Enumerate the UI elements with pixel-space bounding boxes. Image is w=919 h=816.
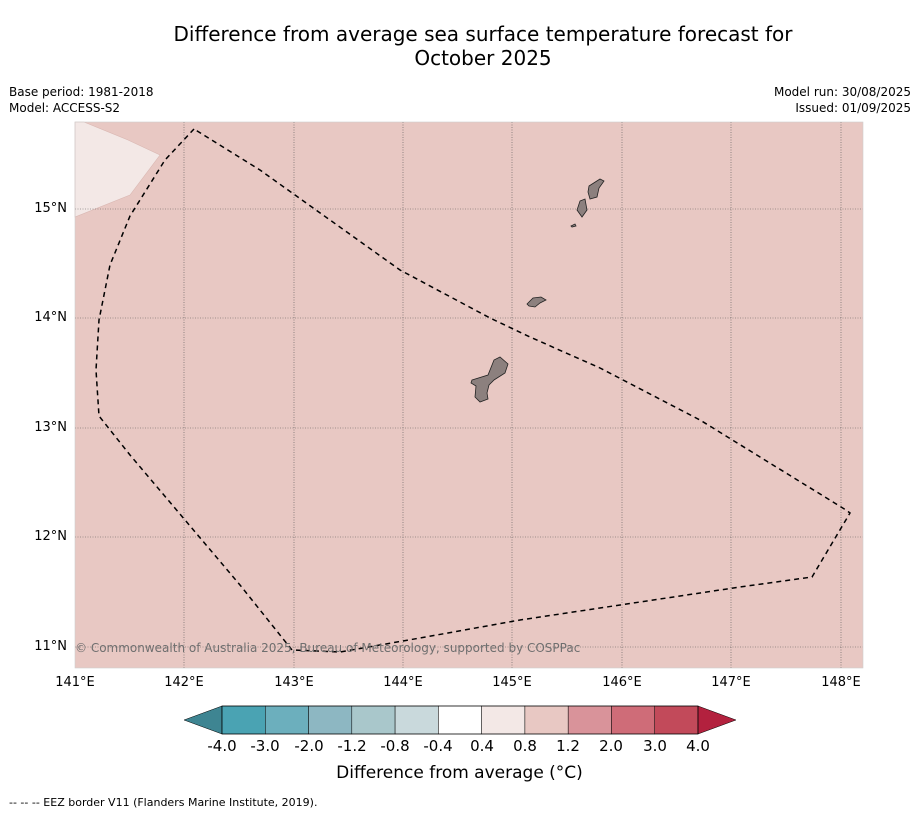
model-name: Model: ACCESS-S2 — [9, 101, 121, 115]
colorbar-swatch — [351, 705, 396, 735]
colorbar-label: -3.0 — [250, 737, 280, 755]
colorbar-title: Difference from average (°C) — [336, 763, 583, 783]
gridlines — [75, 122, 863, 668]
colorbar-swatch — [221, 705, 266, 735]
lat-label-15n: 15°N — [34, 201, 67, 216]
lon-label-141e: 141°E — [55, 675, 95, 690]
colorbar-swatch — [654, 705, 699, 735]
colorbar-label: -4.0 — [207, 737, 237, 755]
lat-label-14n: 14°N — [34, 310, 67, 325]
lon-label-145e: 145°E — [492, 675, 532, 690]
island-rota — [526, 296, 547, 308]
lat-label-13n: 13°N — [34, 420, 67, 435]
title-line-1: Difference from average sea surface temp… — [173, 22, 793, 46]
map-background — [75, 122, 863, 668]
island-aguijan — [570, 223, 577, 228]
lon-label-146e: 146°E — [602, 675, 642, 690]
lat-label-12n: 12°N — [34, 529, 67, 544]
island-tinian — [576, 198, 588, 218]
colorbar-label: -2.0 — [294, 737, 324, 755]
colorbar-swatch — [308, 705, 353, 735]
colorbar — [183, 705, 737, 735]
eez-border — [95, 128, 851, 653]
colorbar-swatch — [611, 705, 655, 735]
map-frame — [74, 121, 864, 669]
lon-label-142e: 142°E — [164, 675, 204, 690]
base-period: Base period: 1981-2018 — [9, 85, 154, 99]
lon-label-147e: 147°E — [711, 675, 751, 690]
colorbar-label: 2.0 — [599, 737, 623, 755]
colorbar-under-arrow — [183, 705, 223, 735]
colorbar-swatch — [567, 705, 612, 735]
colorbar-label: 4.0 — [686, 737, 710, 755]
meta-right: Model run: 30/08/2025 Issued: 01/09/2025 — [774, 84, 911, 116]
colorbar-label: -1.2 — [337, 737, 367, 755]
eez-legend-note: -- -- -- EEZ border V11 (Flanders Marine… — [9, 796, 318, 809]
colorbar-label: -0.8 — [380, 737, 410, 755]
colorbar-label: 0.8 — [513, 737, 537, 755]
lat-label-11n: 11°N — [34, 639, 67, 654]
colorbar-swatch — [481, 705, 526, 735]
colorbar-label: -0.4 — [423, 737, 453, 755]
colorbar-swatch — [524, 705, 569, 735]
colorbar-swatches — [221, 705, 699, 735]
meta-left: Base period: 1981-2018 Model: ACCESS-S2 — [9, 84, 154, 116]
colorbar-frame — [221, 705, 699, 735]
colorbar-label: 1.2 — [556, 737, 580, 755]
island-guam — [470, 356, 509, 403]
colorbar-swatch — [265, 705, 309, 735]
colorbar-swatch — [438, 705, 482, 735]
colorbar-swatch — [394, 705, 439, 735]
issued-date: Issued: 01/09/2025 — [795, 101, 911, 115]
copyright-notice: © Commonwealth of Australia 2025, Bureau… — [75, 641, 581, 655]
island-saipan — [587, 178, 605, 200]
lon-label-144e: 144°E — [383, 675, 423, 690]
model-run: Model run: 30/08/2025 — [773, 85, 911, 99]
lon-label-143e: 143°E — [274, 675, 314, 690]
title-line-2: October 2025 — [414, 46, 552, 70]
colorbar-label: 3.0 — [643, 737, 667, 755]
chart-title: Difference from average sea surface temp… — [0, 22, 919, 70]
colorbar-label: 0.4 — [470, 737, 494, 755]
colorbar-over-arrow — [697, 705, 737, 735]
lon-label-148e: 148°E — [821, 675, 861, 690]
land-islands — [470, 178, 605, 403]
